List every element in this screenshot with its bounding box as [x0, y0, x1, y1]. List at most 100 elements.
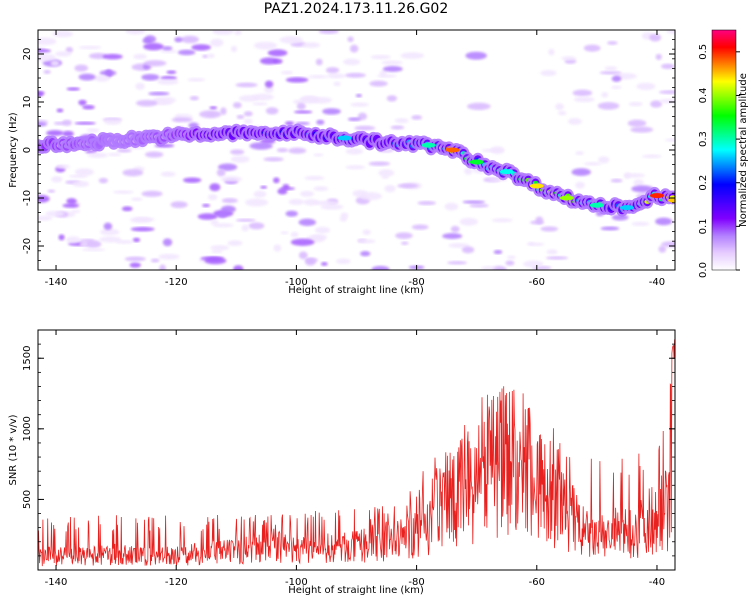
spectrogram-noise-cell — [280, 231, 289, 235]
spectrogram-noise-cell — [650, 100, 663, 108]
spectrogram-noise-cell — [99, 236, 122, 243]
spectrogram-noise-cell — [116, 148, 132, 153]
spectrogram-hotspot — [445, 147, 460, 153]
spectrogram-hotspot — [668, 197, 675, 203]
x-tick-label: -60 — [529, 277, 545, 288]
spectrogram-noise-cell — [304, 257, 318, 263]
spectrogram-noise-cell — [103, 222, 113, 231]
spectrogram-noise-cell — [160, 50, 178, 54]
spectrogram-noise-cell — [135, 82, 145, 90]
spectrogram-noise-cell — [52, 30, 74, 38]
spectrogram-noise-cell — [70, 209, 81, 214]
spectrogram-noise-cell — [313, 153, 324, 157]
spectrogram-noise-cell — [318, 30, 339, 34]
spectrogram-noise-cell — [307, 75, 328, 79]
spectrogram-noise-cell — [207, 53, 215, 59]
spectrogram-noise-cell — [38, 48, 51, 53]
spectrogram-noise-cell — [125, 30, 146, 35]
spectrogram-noise-cell — [66, 236, 81, 244]
spectrogram-noise-cell — [397, 183, 419, 189]
spectrogram-noise-cell — [462, 200, 486, 204]
spectrogram-noise-cell — [448, 243, 470, 248]
snr-series — [38, 339, 675, 567]
spectrogram-noise-cell — [345, 148, 364, 155]
spectrogram-noise-cell — [38, 122, 48, 127]
spectrogram-noise-cell — [143, 60, 167, 67]
spectrogram-noise-cell — [112, 190, 134, 194]
spectrogram-noise-cell — [65, 46, 73, 53]
snr-line — [38, 339, 675, 567]
spectrogram-noise-cell — [212, 30, 234, 35]
spectrogram-noise-cell — [600, 226, 620, 231]
spectrogram-noise-cell — [320, 262, 328, 266]
spectrogram-noise-cell — [233, 265, 244, 270]
spectrogram-noise-cell — [74, 168, 94, 176]
spectrogram-noise-cell — [144, 151, 164, 158]
spectrogram-noise-cell — [209, 183, 221, 192]
spectrogram-noise-cell — [62, 203, 79, 208]
spectrogram-noise-cell — [290, 231, 299, 238]
spectrogram-noise-cell — [280, 70, 293, 75]
spectrogram-noise-cell — [141, 190, 163, 197]
spectrogram-noise-cell — [56, 108, 64, 113]
spectrogram-noise-cell — [88, 53, 108, 59]
spectrogram-noise-cell — [74, 121, 96, 125]
snr-y-axis-label: SNR (10 * v/v) — [8, 414, 19, 485]
spectrogram-noise-cell — [133, 217, 155, 222]
y-tick-label: 20 — [22, 48, 33, 61]
spectrogram-noise-cell — [299, 96, 317, 103]
spectrogram-noise-cell — [339, 216, 348, 222]
spectrogram-noise-cell — [561, 56, 577, 61]
spectrogram-noise-cell — [335, 258, 351, 265]
spectrogram-noise-cell — [624, 173, 646, 178]
spectrogram-hotspot — [469, 159, 484, 165]
spectrogram-noise-cell — [131, 197, 143, 201]
spectrogram-noise-cell — [381, 60, 403, 65]
spectrogram-noise-cell — [263, 157, 284, 162]
colorbar-tick-label: 0.0 — [698, 262, 709, 278]
spectrogram-noise-cell — [230, 45, 238, 53]
spectrogram-noise-cell — [141, 73, 160, 81]
spectrogram-noise-cell — [304, 175, 325, 181]
spectrogram-noise-cell — [378, 169, 395, 177]
spectrogram-noise-cell — [575, 151, 584, 156]
spectrogram-noise-cell — [315, 58, 323, 66]
spectrogram-noise-cell — [333, 81, 341, 87]
spectrogram-noise-cell — [347, 117, 362, 121]
figure-title: PAZ1.2024.173.11.26.G02 — [263, 1, 449, 17]
spectrogram-noise-cell — [465, 51, 487, 60]
spectrogram-noise-cell — [641, 154, 662, 159]
spectrogram-noise-cell — [320, 204, 344, 210]
snr-panel: -140 -120 -100 -80 -60 -40 500 1000 1500 Height… — [8, 329, 676, 596]
spectrogram-noise-cell — [129, 262, 141, 268]
spectrogram-noise-cell — [490, 146, 505, 155]
y-tick-label: 10 — [22, 96, 33, 109]
spectrogram-noise-cell — [384, 184, 396, 193]
spectrogram-noise-cell — [216, 168, 226, 177]
spectrogram-noise-cell — [575, 181, 585, 189]
spectrogram-noise-cell — [51, 176, 63, 183]
spectrogram-noise-cell — [273, 177, 280, 184]
spectrogram-noise-cell — [253, 190, 267, 198]
spectrogram-noise-cell — [394, 118, 409, 124]
spectrogram-noise-cell — [94, 75, 110, 82]
spectrogram-noise-cell — [481, 266, 497, 270]
spectrogram-noise-cell — [599, 70, 622, 75]
spectrogram-noise-cell — [522, 260, 544, 268]
spectrogram-noise-cell — [345, 72, 366, 78]
spectrogram-hotspot — [559, 195, 574, 201]
spectrogram-noise-cell — [104, 119, 122, 125]
colorbar-tick-label: 0.5 — [698, 44, 709, 60]
spectrogram-noise-cell — [209, 106, 218, 110]
spectrogram-noise-cell — [630, 126, 654, 133]
colorbar-label: Normalized spectral amplitude — [738, 73, 749, 227]
spectrogram-noise-cell — [313, 186, 329, 192]
spectrogram-noise-cell — [74, 64, 89, 72]
spectrogram-noise-cell — [220, 107, 227, 115]
spectrogram-noise-cell — [461, 246, 475, 254]
spectrogram-noise-cell — [354, 125, 376, 131]
spectrogram-noise-cell — [50, 60, 60, 67]
spectrogram-noise-cell — [604, 66, 618, 71]
spectrogram-noise-cell — [326, 73, 346, 79]
